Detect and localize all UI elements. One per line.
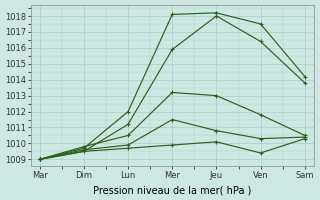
X-axis label: Pression niveau de la mer( hPa ): Pression niveau de la mer( hPa ) — [93, 185, 252, 195]
